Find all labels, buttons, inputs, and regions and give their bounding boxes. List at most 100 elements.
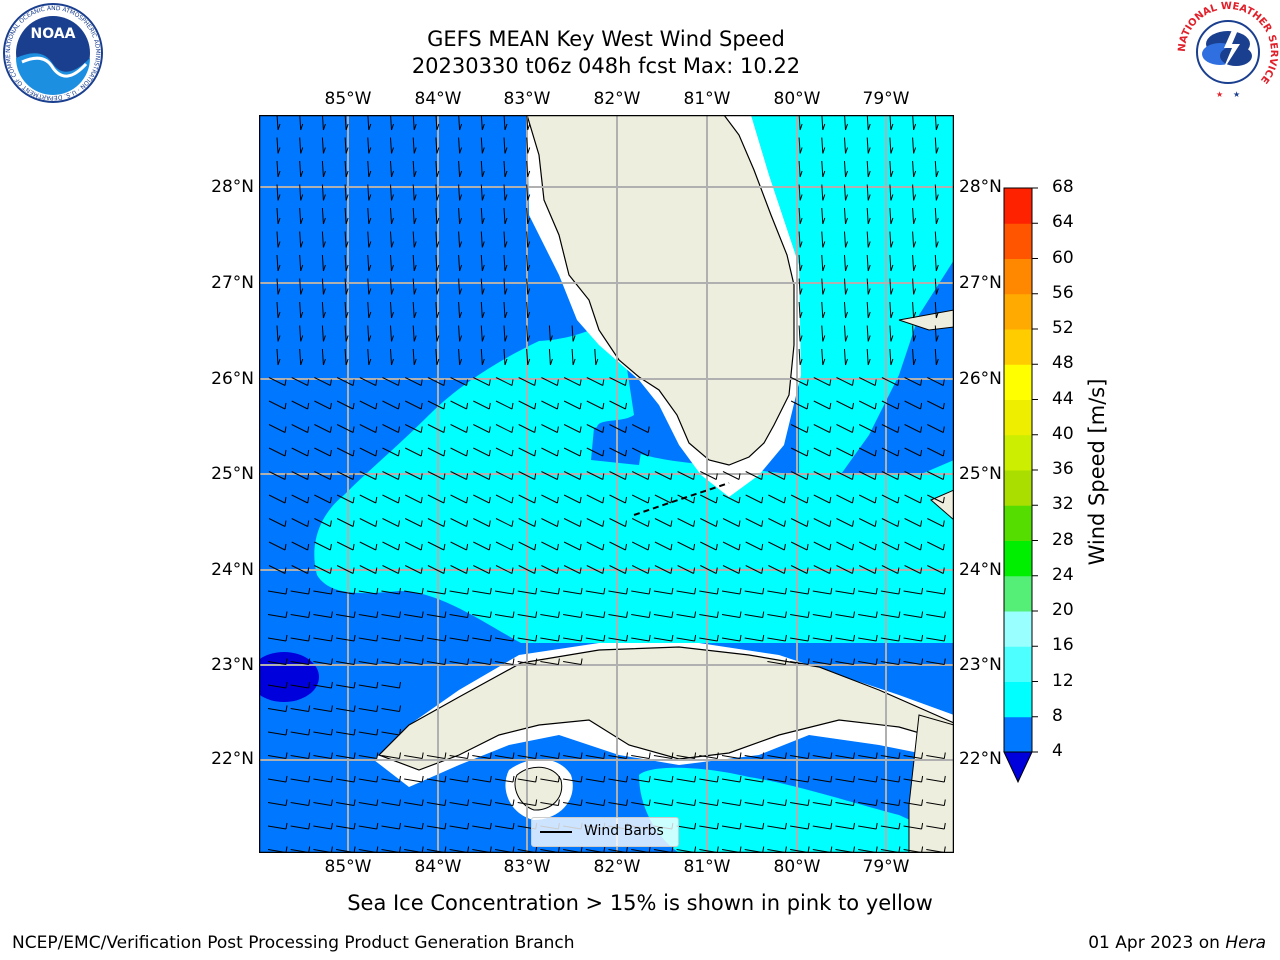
wind-barb — [866, 325, 871, 342]
wind-barb — [382, 541, 400, 551]
wind-barb — [540, 752, 560, 759]
wind-barb — [858, 634, 878, 642]
wind-barb — [571, 325, 576, 342]
wind-barb — [313, 658, 333, 665]
wind-barb — [290, 634, 311, 642]
wind-barb — [541, 471, 559, 480]
wind-barb — [367, 254, 372, 272]
wind-barb — [480, 254, 485, 272]
lon-label-bottom: 82°W — [593, 857, 641, 877]
footer-credit: NCEP/EMC/Verification Post Processing Pr… — [12, 933, 575, 953]
wind-barb — [290, 752, 311, 759]
wind-barb — [866, 160, 871, 178]
wind-barb — [608, 775, 628, 783]
wind-barb — [904, 518, 923, 527]
wind-barb — [563, 471, 582, 480]
sea-ice-note: Sea Ice Concentration > 15% is shown in … — [347, 891, 933, 915]
wind-barb — [858, 565, 877, 574]
wind-barb — [299, 231, 304, 248]
colorbar-segment — [1004, 611, 1032, 647]
wind-barb — [903, 799, 924, 806]
wind-barb — [563, 799, 583, 806]
wind-barb — [404, 587, 424, 595]
wind-barb — [276, 254, 281, 272]
wind-barb — [381, 634, 401, 642]
wind-barb — [268, 471, 287, 480]
wind-barb — [722, 494, 741, 504]
wind-barb — [412, 348, 417, 366]
wind-barb — [676, 822, 697, 830]
wind-barb — [359, 447, 378, 457]
wind-barb — [276, 325, 281, 342]
wind-barb — [790, 658, 810, 665]
wind-barb — [594, 348, 599, 366]
lon-label-bottom: 80°W — [773, 857, 821, 877]
wind-barb — [336, 400, 355, 410]
wind-barb — [382, 447, 400, 457]
wind-barb — [767, 752, 787, 759]
wind-barb — [677, 541, 696, 551]
wind-barb — [458, 115, 463, 131]
wind-barb — [367, 160, 372, 178]
wind-barb — [390, 160, 394, 178]
wind-barb — [426, 587, 447, 595]
colorbar-tick-label: 68 — [1052, 177, 1074, 197]
wind-barb — [450, 377, 469, 386]
wind-barb — [540, 799, 560, 806]
wind-barb — [344, 207, 349, 225]
wind-barb — [926, 587, 946, 595]
wind-barb — [344, 254, 349, 272]
wind-barb — [676, 752, 697, 759]
wind-barb — [790, 471, 809, 480]
wind-barb — [608, 799, 628, 806]
wind-barb — [609, 377, 627, 386]
wind-barb — [390, 301, 394, 319]
wind-barb — [358, 634, 379, 642]
wind-barb — [381, 658, 401, 665]
legend-line-swatch — [540, 831, 572, 833]
wind-barb — [541, 494, 559, 504]
colorbar-tick-label: 60 — [1052, 247, 1074, 268]
wind-barb — [404, 752, 424, 759]
legend-label: Wind Barbs — [584, 823, 664, 839]
wind-barb — [903, 658, 924, 665]
wind-barb — [495, 541, 514, 551]
wind-barb — [435, 278, 440, 295]
wind-barb — [836, 518, 854, 527]
wind-barb — [313, 752, 333, 759]
wind-barb — [404, 775, 424, 783]
wind-barb — [866, 254, 871, 272]
lon-label-top: 85°W — [324, 89, 372, 109]
wind-barb — [744, 634, 765, 642]
wind-barb — [563, 424, 582, 433]
lat-label-right: 22°N — [959, 749, 1002, 769]
wind-barb — [276, 115, 281, 131]
wind-barb — [367, 325, 372, 342]
wind-barb — [813, 565, 832, 574]
wind-barb — [844, 278, 848, 295]
wind-barb — [480, 137, 485, 154]
wind-barb — [473, 471, 491, 480]
wind-barb — [541, 424, 559, 433]
wind-barb — [426, 822, 447, 830]
wind-barbs — [267, 115, 946, 853]
wind-barb — [426, 611, 447, 618]
wind-barb — [563, 518, 582, 527]
wind-barb — [812, 799, 833, 806]
wind-barb — [495, 494, 514, 504]
wind-barb — [586, 377, 605, 386]
wind-barb — [767, 634, 787, 642]
colorbar-tick-label: 36 — [1052, 459, 1074, 479]
wind-barb — [313, 728, 333, 736]
wind-barb — [745, 494, 764, 504]
wind-barb — [540, 634, 560, 642]
colorbar-segment — [1004, 399, 1032, 436]
wind-barb — [699, 611, 719, 618]
wind-barb — [903, 634, 924, 642]
wind-barb — [934, 348, 939, 366]
lon-label-bottom: 79°W — [862, 857, 910, 877]
wind-barb — [390, 137, 394, 154]
wind-barb — [290, 587, 311, 595]
wind-barb — [821, 160, 826, 178]
wind-barb — [390, 115, 394, 131]
